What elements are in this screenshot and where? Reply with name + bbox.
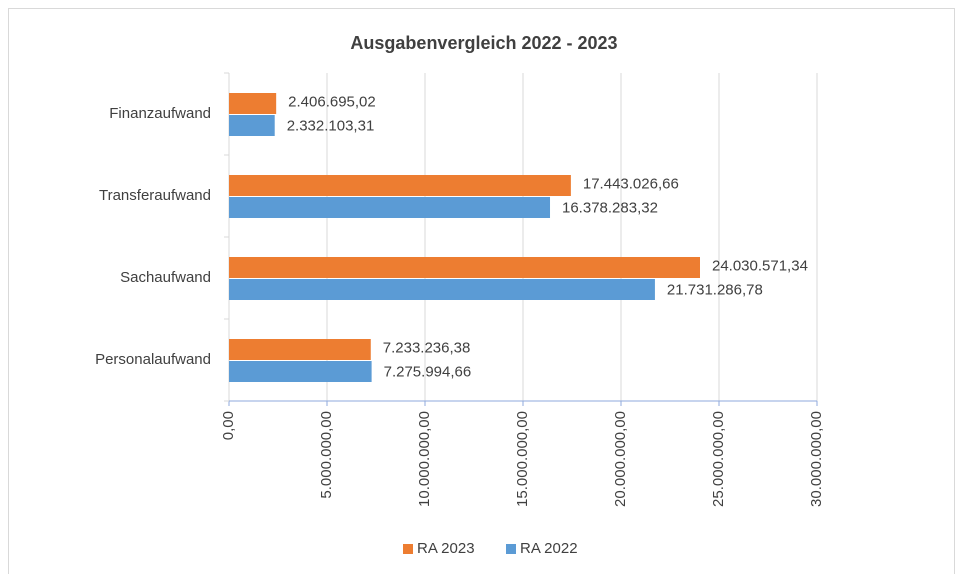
data-label: 16.378.283,32 (562, 199, 658, 216)
legend-label: RA 2022 (520, 540, 578, 557)
x-tick-label: 0,00 (220, 411, 237, 440)
x-tick-label: 30.000.000,00 (808, 411, 825, 507)
data-label: 7.275.994,66 (384, 363, 472, 380)
data-label: 2.406.695,02 (288, 93, 376, 110)
bar (229, 175, 571, 196)
y-tick-label: Transferaufwand (99, 187, 211, 204)
bar (229, 279, 655, 300)
legend-swatch (506, 544, 516, 554)
data-label: 17.443.026,66 (583, 175, 679, 192)
legend-swatch (403, 544, 413, 554)
legend-label: RA 2023 (417, 540, 475, 557)
y-tick-label: Sachaufwand (120, 269, 211, 286)
data-label: 24.030.571,34 (712, 257, 808, 274)
x-tick-label: 25.000.000,00 (710, 411, 727, 507)
bar (229, 257, 700, 278)
bar (229, 197, 551, 218)
data-label: 7.233.236,38 (383, 339, 471, 356)
bar (229, 339, 371, 360)
data-label: 2.332.103,31 (287, 117, 375, 134)
x-tick-label: 10.000.000,00 (416, 411, 433, 507)
x-tick-label: 20.000.000,00 (612, 411, 629, 507)
bar (229, 93, 277, 114)
bar (229, 361, 372, 382)
data-label: 21.731.286,78 (667, 281, 763, 298)
bar (229, 115, 275, 136)
chart-title: Ausgabenvergleich 2022 - 2023 (350, 33, 617, 53)
x-tick-label: 5.000.000,00 (318, 411, 335, 499)
x-tick-label: 15.000.000,00 (514, 411, 531, 507)
y-tick-label: Personalaufwand (95, 351, 211, 368)
y-tick-label: Finanzaufwand (109, 105, 211, 122)
